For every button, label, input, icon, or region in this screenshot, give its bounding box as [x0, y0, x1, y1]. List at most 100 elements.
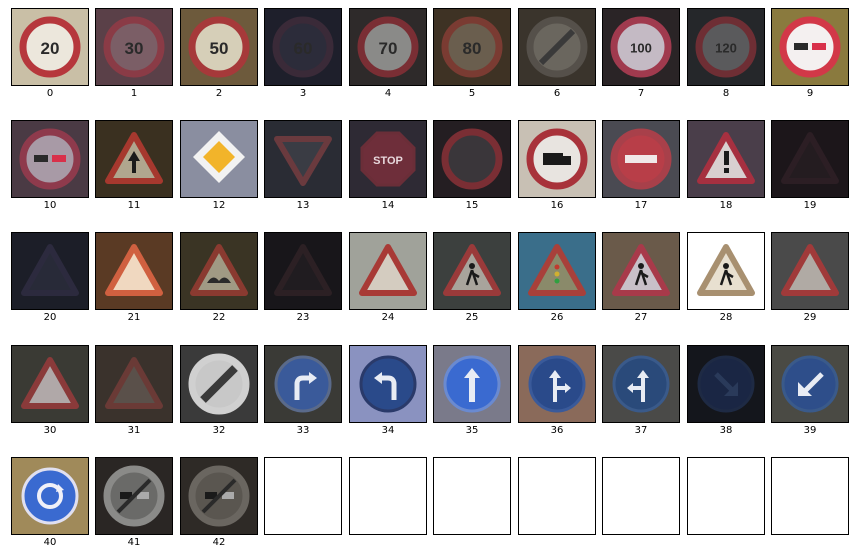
sign-graphic: [688, 121, 764, 197]
sign-thumbnail-cell: 17: [602, 120, 680, 198]
sign-graphic: [265, 346, 341, 422]
sign-thumbnail-cell: 21: [95, 232, 173, 310]
sign-thumbnail-cell: 36: [518, 345, 596, 423]
sign-graphic: [519, 9, 595, 85]
empty-subplot: [349, 457, 427, 535]
class-id-label: 27: [602, 312, 680, 324]
empty-subplot: [264, 457, 342, 535]
class-id-label: 21: [95, 312, 173, 324]
empty-subplot: [518, 457, 596, 535]
empty-subplot: [602, 457, 680, 535]
class-id-label: 42: [180, 537, 258, 549]
sign-graphic: [772, 121, 848, 197]
sign-image: 60: [264, 8, 342, 86]
sign-image: [687, 345, 765, 423]
sign-image: 100: [602, 8, 680, 86]
sign-image: [771, 345, 849, 423]
sign-thumbnail-cell: 30: [11, 345, 89, 423]
sign-thumbnail-cell: 16: [518, 120, 596, 198]
sign-graphic: [688, 346, 764, 422]
sign-graphic: [181, 346, 257, 422]
class-id-label: 13: [264, 200, 342, 212]
sign-image: [11, 457, 89, 535]
sign-image: [264, 345, 342, 423]
sign-graphic: [772, 346, 848, 422]
sign-graphic: [519, 346, 595, 422]
sign-triangle: [277, 139, 329, 183]
class-id-label: 2: [180, 88, 258, 100]
sign-thumbnail-cell: 38: [687, 345, 765, 423]
sign-graphic: [12, 458, 88, 534]
sign-thumbnail-cell: 60 3: [264, 8, 342, 86]
empty-image-frame: [349, 457, 427, 535]
sign-image: [771, 232, 849, 310]
sign-triangle: [362, 247, 414, 293]
sign-text: STOP: [373, 155, 403, 167]
sign-thumbnail-cell: 41: [95, 457, 173, 535]
class-id-label: 31: [95, 425, 173, 437]
sign-thumbnail-cell: 23: [264, 232, 342, 310]
sign-thumbnail-cell: 15: [433, 120, 511, 198]
sign-image: [180, 457, 258, 535]
sign-thumbnail-cell: 33: [264, 345, 342, 423]
sign-graphic: 120: [688, 9, 764, 85]
empty-image-frame: [602, 457, 680, 535]
sign-image: [602, 345, 680, 423]
sign-thumbnail-cell: STOP 14: [349, 120, 427, 198]
sign-image: [433, 120, 511, 198]
sign-thumbnail-cell: 20 0: [11, 8, 89, 86]
sign-image: [180, 232, 258, 310]
class-id-label: 17: [602, 200, 680, 212]
sign-image: [264, 120, 342, 198]
sign-thumbnail-cell: 27: [602, 232, 680, 310]
sign-image: STOP: [349, 120, 427, 198]
sign-thumbnail-cell: 9: [771, 8, 849, 86]
sign-thumbnail-cell: 11: [95, 120, 173, 198]
sign-disc: [23, 132, 77, 186]
class-id-label: 39: [771, 425, 849, 437]
class-id-label: 36: [518, 425, 596, 437]
sign-image: [349, 345, 427, 423]
sign-thumbnail-cell: 40: [11, 457, 89, 535]
sign-graphic: [603, 233, 679, 309]
class-id-label: 15: [433, 200, 511, 212]
sign-image: 50: [180, 8, 258, 86]
sign-triangle: [784, 247, 836, 293]
sign-image: [11, 345, 89, 423]
empty-image-frame: [518, 457, 596, 535]
sign-triangle: [784, 135, 836, 181]
class-id-label: 40: [11, 537, 89, 549]
sign-image: [180, 120, 258, 198]
sign-text: 70: [379, 39, 398, 58]
sign-thumbnail-cell: 29: [771, 232, 849, 310]
sign-image: [349, 232, 427, 310]
sign-triangle: [108, 247, 160, 293]
sign-thumbnail-cell: 24: [349, 232, 427, 310]
class-id-label: 0: [11, 88, 89, 100]
sign-image: [518, 345, 596, 423]
sign-image: [771, 120, 849, 198]
sign-image: [95, 457, 173, 535]
sign-thumbnail-cell: 19: [771, 120, 849, 198]
sign-text: 80: [463, 39, 482, 58]
class-id-label: 24: [349, 312, 427, 324]
empty-image-frame: [771, 457, 849, 535]
sign-graphic: [96, 458, 172, 534]
sign-triangle: [193, 247, 245, 293]
sign-thumbnail-cell: 32: [180, 345, 258, 423]
sign-graphic: [434, 121, 510, 197]
sign-thumbnail-cell: 80 5: [433, 8, 511, 86]
sign-graphic: 100: [603, 9, 679, 85]
sign-graphic: 80: [434, 9, 510, 85]
sign-graphic: 60: [265, 9, 341, 85]
sign-text: 60: [294, 39, 313, 58]
sign-thumbnail-cell: 37: [602, 345, 680, 423]
sign-text: 30: [125, 39, 144, 58]
sign-thumbnail-cell: 6: [518, 8, 596, 86]
sign-disc: [445, 132, 499, 186]
sign-thumbnail-cell: 34: [349, 345, 427, 423]
sign-text: 100: [630, 41, 652, 56]
sign-graphic: [603, 346, 679, 422]
sign-disc: [361, 357, 415, 411]
